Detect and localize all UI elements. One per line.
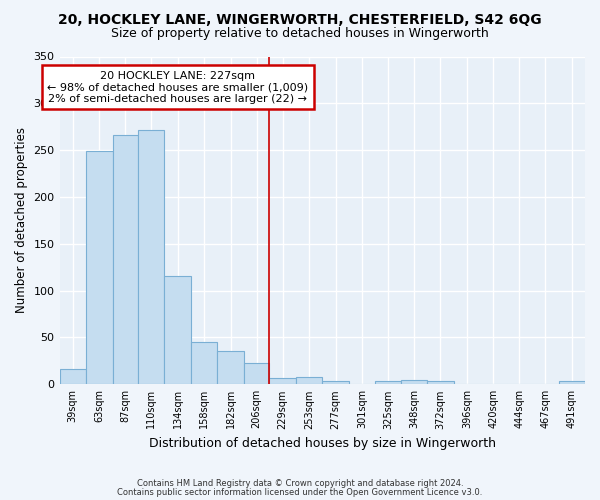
Bar xyxy=(559,382,585,384)
Bar xyxy=(244,363,269,384)
Bar xyxy=(269,378,296,384)
Text: Contains public sector information licensed under the Open Government Licence v3: Contains public sector information licen… xyxy=(118,488,482,497)
Bar xyxy=(375,380,401,384)
Bar xyxy=(401,380,427,384)
X-axis label: Distribution of detached houses by size in Wingerworth: Distribution of detached houses by size … xyxy=(149,437,496,450)
Bar xyxy=(164,276,191,384)
Bar xyxy=(113,135,138,384)
Text: Size of property relative to detached houses in Wingerworth: Size of property relative to detached ho… xyxy=(111,28,489,40)
Text: Contains HM Land Registry data © Crown copyright and database right 2024.: Contains HM Land Registry data © Crown c… xyxy=(137,478,463,488)
Y-axis label: Number of detached properties: Number of detached properties xyxy=(15,128,28,314)
Bar xyxy=(427,380,454,384)
Bar xyxy=(296,377,322,384)
Bar xyxy=(217,350,244,384)
Text: 20, HOCKLEY LANE, WINGERWORTH, CHESTERFIELD, S42 6QG: 20, HOCKLEY LANE, WINGERWORTH, CHESTERFI… xyxy=(58,12,542,26)
Bar xyxy=(138,130,164,384)
Bar xyxy=(86,151,113,384)
Bar xyxy=(322,382,349,384)
Text: 20 HOCKLEY LANE: 227sqm
← 98% of detached houses are smaller (1,009)
2% of semi-: 20 HOCKLEY LANE: 227sqm ← 98% of detache… xyxy=(47,70,308,104)
Bar xyxy=(59,370,86,384)
Bar xyxy=(191,342,217,384)
